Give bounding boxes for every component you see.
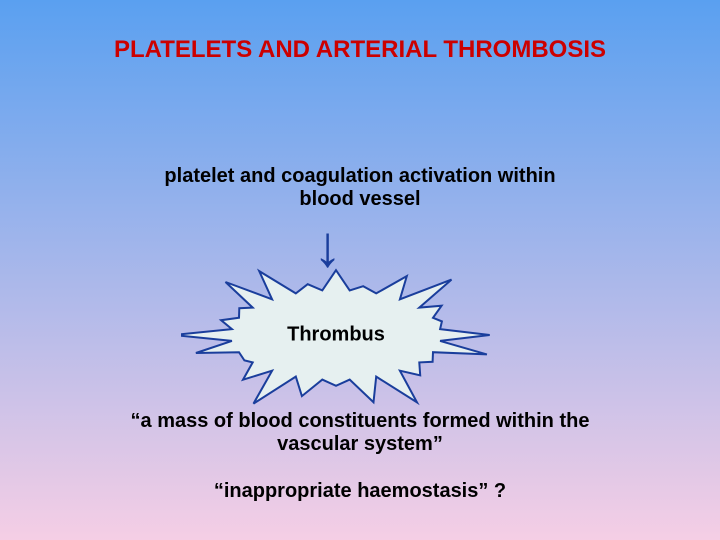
slide-title: PLATELETS AND ARTERIAL THROMBOSIS [0, 36, 720, 64]
starburst-label: Thrombus [287, 324, 385, 347]
footnote-text: “inappropriate haemostasis” ? [0, 480, 720, 503]
slide: PLATELETS AND ARTERIAL THROMBOSIS platel… [0, 0, 720, 540]
starburst-shape: Thrombus [181, 258, 491, 412]
definition-text: “a mass of blood constituents formed wit… [0, 410, 720, 456]
subtitle-text: platelet and coagulation activation with… [0, 165, 720, 211]
